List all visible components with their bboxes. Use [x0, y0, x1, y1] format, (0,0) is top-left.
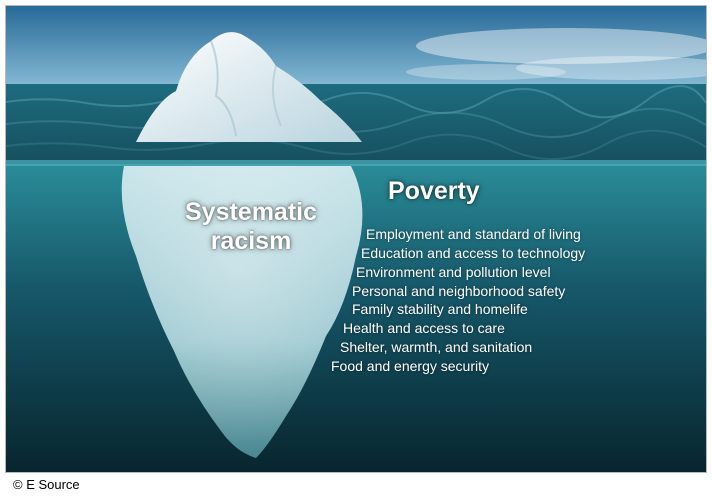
factor-item: Health and access to care: [343, 320, 505, 336]
factor-item: Environment and pollution level: [356, 264, 551, 280]
factor-item: Shelter, warmth, and sanitation: [340, 339, 533, 355]
factor-item: Family stability and homelife: [352, 301, 528, 317]
poverty-title: Poverty: [388, 177, 480, 205]
copyright-credit: © E Source: [13, 477, 80, 492]
systematic-racism-label: Systematic racism: [176, 200, 326, 254]
systematic-racism-line-1: Systematic: [184, 198, 318, 226]
iceberg-illustration: Systematic racism Poverty Employment and…: [5, 5, 707, 473]
iceberg-scene: [6, 6, 706, 472]
factor-item: Education and access to technology: [361, 245, 586, 261]
factor-item: Personal and neighborhood safety: [352, 283, 566, 299]
factor-item: Employment and standard of living: [366, 226, 581, 242]
systematic-racism-line-2: racism: [210, 227, 292, 255]
factor-item: Food and energy security: [331, 358, 489, 374]
